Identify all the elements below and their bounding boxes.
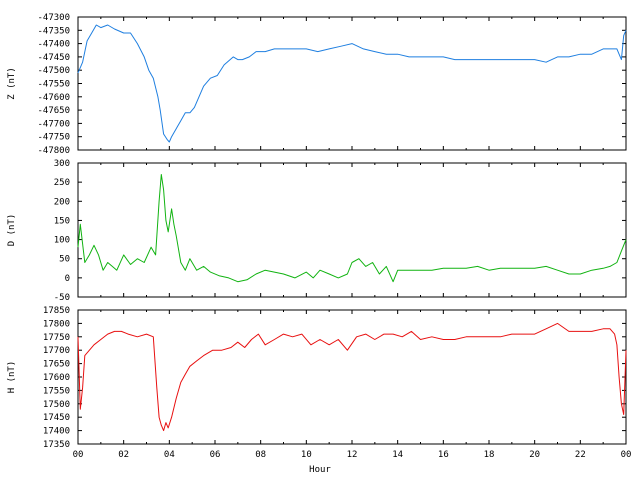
y-tick-label-d: 50 bbox=[59, 255, 70, 265]
y-tick-label-d: -50 bbox=[54, 293, 70, 303]
y-tick-label-d: 100 bbox=[54, 236, 70, 246]
plot-frame-z bbox=[77, 16, 627, 151]
y-tick-label-h: 17700 bbox=[43, 346, 70, 356]
y-tick-label-h: 17400 bbox=[43, 427, 70, 437]
x-tick-label: 14 bbox=[392, 450, 403, 460]
y-tick-label-z: -47550 bbox=[37, 80, 70, 90]
y-tick-label-z: -47650 bbox=[37, 106, 70, 116]
x-tick-label: 22 bbox=[575, 450, 586, 460]
y-tick-label-h: 17600 bbox=[43, 373, 70, 383]
y-axis-label-h: H (nT) bbox=[7, 361, 17, 394]
series-line-h bbox=[77, 322, 627, 432]
y-tick-label-z: -47700 bbox=[37, 119, 70, 129]
y-tick-label-z: -47400 bbox=[37, 40, 70, 50]
x-tick-label: 18 bbox=[484, 450, 495, 460]
y-tick-label-h: 17550 bbox=[43, 386, 70, 396]
x-tick-label: 00 bbox=[621, 450, 632, 460]
y-axis-label-d: D (nT) bbox=[7, 214, 17, 247]
y-tick-label-d: 150 bbox=[54, 216, 70, 226]
x-tick-label: 02 bbox=[118, 450, 129, 460]
x-tick-label: 16 bbox=[438, 450, 449, 460]
y-tick-label-z: -47350 bbox=[37, 26, 70, 36]
y-tick-label-z: -47600 bbox=[37, 93, 70, 103]
y-axis-label-z: Z (nT) bbox=[7, 67, 17, 100]
y-tick-label-h: 17750 bbox=[43, 333, 70, 343]
series-line-d bbox=[77, 174, 627, 283]
x-tick-label: 00 bbox=[73, 450, 84, 460]
y-tick-label-h: 17800 bbox=[43, 319, 70, 329]
x-tick-label: 20 bbox=[529, 450, 540, 460]
y-tick-label-z: -47300 bbox=[37, 13, 70, 23]
y-tick-label-h: 17450 bbox=[43, 413, 70, 423]
y-tick-label-z: -47500 bbox=[37, 66, 70, 76]
y-tick-label-z: -47450 bbox=[37, 53, 70, 63]
panel-h: 17850 17800 17750 17700 17650 17600 17550 17500… bbox=[7, 306, 627, 450]
x-tick-label: 06 bbox=[210, 450, 221, 460]
y-tick-label-h: 17650 bbox=[43, 360, 70, 370]
x-axis-label: Hour bbox=[309, 465, 331, 475]
x-tick-label: 12 bbox=[347, 450, 358, 460]
panel-z: -47300 -47350 -47400 -47450 -47500 -47550 -476… bbox=[7, 13, 627, 156]
series-line-z bbox=[77, 24, 627, 143]
y-tick-label-h: 17350 bbox=[43, 440, 70, 450]
y-tick-label-d: 0 bbox=[65, 274, 70, 284]
y-tick-label-h: 17850 bbox=[43, 306, 70, 316]
y-tick-label-d: 300 bbox=[54, 159, 70, 169]
y-tick-label-d: 250 bbox=[54, 178, 70, 188]
x-tick-label: 10 bbox=[301, 450, 312, 460]
x-tick-label: 08 bbox=[255, 450, 266, 460]
y-tick-label-z: -47800 bbox=[37, 146, 70, 156]
panel-d: 300 250 200 150 100 50 0 -50 D (nT) bbox=[7, 159, 627, 303]
y-tick-label-h: 17500 bbox=[43, 400, 70, 410]
y-tick-label-d: 200 bbox=[54, 197, 70, 207]
y-tick-label-z: -47750 bbox=[37, 133, 70, 143]
x-tick-label: 04 bbox=[164, 450, 175, 460]
